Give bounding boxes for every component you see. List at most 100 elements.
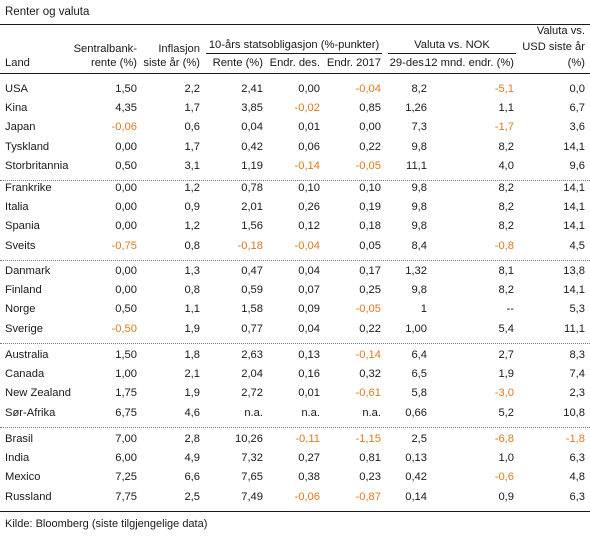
- cell-usd-siste-ar: 4,5: [569, 239, 585, 252]
- cell-sentralbankrente: 0,00: [115, 284, 137, 297]
- cell-endr-des: 0,27: [298, 452, 320, 465]
- cell-endr-2017: -0,14: [355, 349, 382, 361]
- table-title: Renter og valuta: [5, 6, 90, 18]
- cell-endr-des: 0,04: [298, 322, 320, 335]
- cell-endr-des: 0,09: [298, 303, 320, 316]
- group-separator: [0, 342, 590, 344]
- cell-inflasjon: 1,8: [184, 349, 200, 361]
- cell-inflasjon: 4,9: [184, 452, 200, 465]
- cell-usd-siste-ar: 11,1: [564, 322, 585, 335]
- cell-valuta-29-des: 1,00: [405, 322, 427, 335]
- cell-endr-2017: 0,32: [359, 368, 381, 381]
- cell-usd-siste-ar: 7,4: [569, 368, 585, 381]
- cell-endr-des: n.a.: [301, 406, 320, 419]
- cell-endr-2017: 0,25: [359, 284, 381, 297]
- cell-inflasjon: 1,1: [184, 303, 200, 316]
- cell-sentralbankrente: 1,75: [115, 387, 137, 400]
- row-country-label: Russland: [5, 490, 52, 503]
- cell-endr-des: 0,07: [298, 284, 320, 297]
- header-inflasjon-2: siste år (%): [143, 57, 200, 69]
- cell-endr-des: 0,38: [298, 471, 320, 484]
- row-country-label: Danmark: [5, 265, 51, 277]
- header-rente: Rente (%): [212, 57, 263, 69]
- cell-inflasjon: 1,7: [184, 102, 200, 115]
- top-rule: [0, 24, 590, 25]
- cell-valuta-12-mnd: 8,2: [498, 140, 514, 153]
- cell-rente: 1,58: [241, 303, 263, 316]
- cell-inflasjon: 6,6: [184, 471, 200, 484]
- row-country-label: India: [5, 452, 30, 465]
- row-country-label: Canada: [5, 368, 45, 381]
- cell-rente: 0,59: [241, 284, 263, 297]
- row-country-label: Sverige: [5, 322, 43, 335]
- cell-valuta-29-des: 0,14: [405, 490, 427, 503]
- cell-valuta-12-mnd: 1,9: [498, 368, 514, 381]
- cell-sentralbankrente: 1,50: [115, 349, 137, 361]
- cell-valuta-29-des: 7,3: [411, 121, 427, 134]
- cell-sentralbankrente: -0,06: [111, 121, 138, 134]
- row-country-label: Norge: [5, 303, 36, 316]
- cell-rente: 3,85: [241, 102, 263, 115]
- cell-valuta-29-des: 1: [420, 303, 427, 316]
- cell-sentralbankrente: -0,50: [111, 322, 138, 335]
- cell-inflasjon: 2,1: [184, 368, 200, 381]
- cell-rente: 1,56: [241, 220, 263, 233]
- cell-valuta-12-mnd: -6,8: [494, 433, 514, 445]
- row-country-label: Brasil: [5, 433, 33, 445]
- cell-valuta-29-des: 8,2: [411, 83, 427, 95]
- cell-valuta-12-mnd: -0,6: [494, 471, 514, 484]
- cell-valuta-29-des: 1,32: [405, 265, 427, 277]
- header-land: Land: [5, 57, 30, 69]
- cell-valuta-12-mnd: 2,7: [498, 349, 514, 361]
- row-country-label: Kina: [5, 102, 28, 115]
- row-country-label: USA: [5, 83, 29, 95]
- cell-valuta-29-des: 9,8: [411, 182, 427, 194]
- row-country-label: Italia: [5, 201, 29, 214]
- cell-endr-2017: 0,81: [359, 452, 381, 465]
- cell-valuta-12-mnd: -3,0: [494, 387, 514, 400]
- cell-rente: -0,18: [237, 239, 264, 252]
- header-29-des: 29-des.: [389, 57, 427, 69]
- cell-valuta-12-mnd: 8,2: [498, 201, 514, 214]
- cell-endr-des: 0,01: [298, 387, 320, 400]
- row-country-label: Spania: [5, 220, 40, 233]
- cell-endr-des: -0,11: [295, 433, 320, 445]
- cell-endr-2017: -0,05: [355, 303, 382, 316]
- cell-endr-2017: 0,22: [359, 140, 381, 153]
- cell-sentralbankrente: 0,00: [115, 201, 137, 214]
- header-endr-des: Endr. des.: [269, 57, 320, 69]
- cell-rente: 0,42: [241, 140, 263, 153]
- cell-endr-2017: 0,05: [359, 239, 381, 252]
- cell-usd-siste-ar: 4,8: [569, 471, 585, 484]
- cell-valuta-29-des: 9,8: [411, 201, 427, 214]
- cell-inflasjon: 1,2: [184, 220, 200, 233]
- cell-endr-2017: 0,19: [359, 201, 381, 214]
- cell-endr-2017: -0,87: [355, 490, 382, 503]
- cell-valuta-12-mnd: -0,8: [494, 239, 514, 252]
- cell-valuta-12-mnd: 8,2: [498, 182, 514, 194]
- cell-endr-des: 0,12: [298, 220, 320, 233]
- cell-sentralbankrente: 0,00: [115, 220, 137, 233]
- cell-sentralbankrente: 1,50: [115, 83, 137, 95]
- cell-inflasjon: 2,8: [184, 433, 200, 445]
- cell-valuta-12-mnd: 5,2: [498, 406, 514, 419]
- header-sentralbank-2: rente (%): [90, 57, 137, 69]
- cell-valuta-29-des: 9,8: [411, 284, 427, 297]
- cell-usd-siste-ar: 6,7: [569, 102, 585, 115]
- cell-rente: 0,04: [241, 121, 263, 134]
- cell-endr-des: 0,01: [298, 121, 320, 134]
- cell-endr-2017: -0,05: [355, 159, 382, 172]
- cell-sentralbankrente: 7,00: [115, 433, 137, 445]
- cell-inflasjon: 2,5: [184, 490, 200, 503]
- cell-usd-siste-ar: -1,8: [565, 433, 585, 445]
- cell-valuta-29-des: 0,66: [405, 406, 427, 419]
- cell-valuta-12-mnd: 8,2: [498, 220, 514, 233]
- cell-valuta-29-des: 0,42: [405, 471, 427, 484]
- cell-endr-2017: 0,00: [359, 121, 381, 134]
- cell-sentralbankrente: 6,75: [115, 406, 137, 419]
- cell-rente: 1,19: [241, 159, 263, 172]
- cell-sentralbankrente: 0,00: [115, 182, 137, 194]
- cell-valuta-29-des: 9,8: [411, 140, 427, 153]
- cell-endr-2017: -0,61: [355, 387, 382, 400]
- cell-endr-2017: n.a.: [362, 406, 381, 419]
